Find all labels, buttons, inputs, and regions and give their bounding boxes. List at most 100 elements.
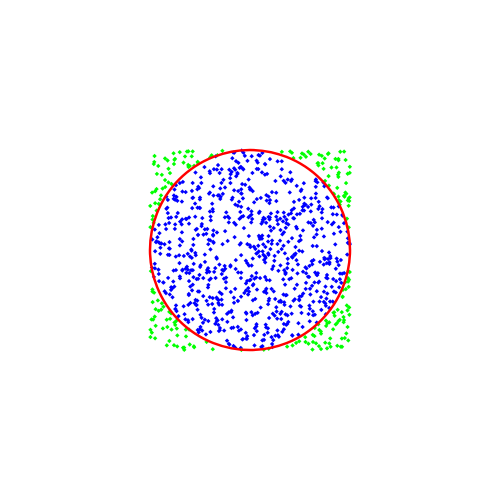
inside-point bbox=[259, 170, 265, 175]
inside-point bbox=[279, 167, 285, 172]
inside-point bbox=[245, 260, 250, 266]
inside-point bbox=[158, 245, 163, 250]
inside-point bbox=[310, 262, 315, 267]
inside-point bbox=[286, 239, 291, 244]
outside-point bbox=[175, 344, 180, 349]
inside-point bbox=[303, 280, 309, 286]
inside-point bbox=[258, 195, 264, 201]
inside-point bbox=[231, 300, 237, 306]
inside-point bbox=[265, 330, 270, 335]
inside-point bbox=[195, 327, 200, 333]
inside-point bbox=[269, 241, 274, 247]
inside-point bbox=[181, 253, 187, 259]
inside-point bbox=[305, 204, 311, 210]
inside-point bbox=[274, 190, 279, 195]
inside-point bbox=[320, 206, 325, 212]
inside-point bbox=[206, 282, 211, 288]
outside-point bbox=[337, 317, 342, 323]
inside-point bbox=[187, 254, 193, 259]
outside-point bbox=[297, 339, 302, 344]
outside-point bbox=[153, 323, 158, 328]
inside-point bbox=[204, 298, 209, 303]
inside-point bbox=[307, 286, 313, 291]
inside-point bbox=[187, 270, 192, 276]
inside-point bbox=[257, 209, 262, 214]
inside-point bbox=[311, 235, 317, 240]
inside-point bbox=[210, 301, 215, 307]
inside-point bbox=[195, 232, 201, 237]
inside-point bbox=[257, 275, 263, 281]
inside-point bbox=[321, 262, 326, 267]
inside-point bbox=[288, 211, 294, 216]
outside-point bbox=[167, 338, 172, 344]
inside-point bbox=[206, 318, 211, 324]
inside-point bbox=[175, 198, 180, 204]
inside-point bbox=[281, 243, 286, 248]
inside-point bbox=[186, 302, 191, 308]
inside-point bbox=[179, 230, 185, 235]
inside-point bbox=[293, 251, 298, 256]
inside-point bbox=[280, 232, 285, 237]
inside-point bbox=[250, 298, 256, 303]
inside-point bbox=[317, 299, 322, 304]
inside-point bbox=[282, 214, 287, 219]
inside-point bbox=[205, 265, 211, 271]
inside-point bbox=[197, 195, 203, 200]
outside-point bbox=[220, 148, 225, 153]
outside-point bbox=[338, 149, 343, 154]
inside-point bbox=[299, 310, 304, 316]
inside-point bbox=[254, 196, 260, 202]
outside-point bbox=[316, 152, 322, 157]
inside-point bbox=[179, 199, 185, 204]
inside-point bbox=[288, 170, 293, 175]
outside-point bbox=[161, 304, 166, 309]
inside-point bbox=[156, 267, 161, 272]
inside-point bbox=[297, 211, 303, 216]
inside-point bbox=[263, 288, 268, 293]
inside-point bbox=[302, 195, 307, 200]
inside-point bbox=[283, 225, 288, 231]
inside-point bbox=[274, 305, 279, 310]
outside-point bbox=[327, 341, 332, 346]
inside-point bbox=[267, 200, 272, 206]
inside-point bbox=[219, 297, 224, 302]
inside-point bbox=[167, 246, 172, 251]
inside-point bbox=[213, 265, 218, 271]
inside-point bbox=[254, 270, 259, 276]
inside-point bbox=[230, 195, 235, 200]
inside-point bbox=[263, 255, 268, 261]
inside-point bbox=[275, 333, 281, 338]
inside-point bbox=[243, 336, 249, 341]
inside-point bbox=[186, 278, 192, 284]
inside-point bbox=[249, 263, 254, 268]
inside-point bbox=[266, 296, 272, 301]
inside-point bbox=[299, 187, 304, 192]
inside-point bbox=[238, 204, 244, 210]
inside-point bbox=[226, 310, 231, 315]
outside-point bbox=[316, 343, 322, 349]
outside-point bbox=[151, 161, 157, 167]
inside-point bbox=[267, 224, 273, 229]
inside-point bbox=[167, 239, 172, 245]
inside-point bbox=[279, 309, 284, 314]
inside-point bbox=[310, 309, 316, 314]
outside-point bbox=[301, 152, 306, 157]
inside-point bbox=[193, 250, 198, 256]
inside-point bbox=[315, 272, 320, 278]
inside-point bbox=[227, 342, 232, 347]
inside-point bbox=[312, 280, 317, 285]
inside-point bbox=[239, 187, 244, 192]
inside-point bbox=[316, 279, 322, 284]
inside-point bbox=[182, 312, 187, 317]
inside-point bbox=[271, 289, 276, 294]
outside-point bbox=[347, 312, 352, 317]
outside-point bbox=[303, 334, 308, 340]
inside-point bbox=[308, 196, 314, 201]
outside-point bbox=[328, 336, 333, 341]
inside-point bbox=[266, 233, 271, 239]
inside-point bbox=[256, 152, 261, 158]
inside-point bbox=[165, 205, 170, 210]
inside-point bbox=[256, 243, 261, 248]
inside-point bbox=[319, 216, 325, 221]
inside-point bbox=[214, 255, 219, 260]
